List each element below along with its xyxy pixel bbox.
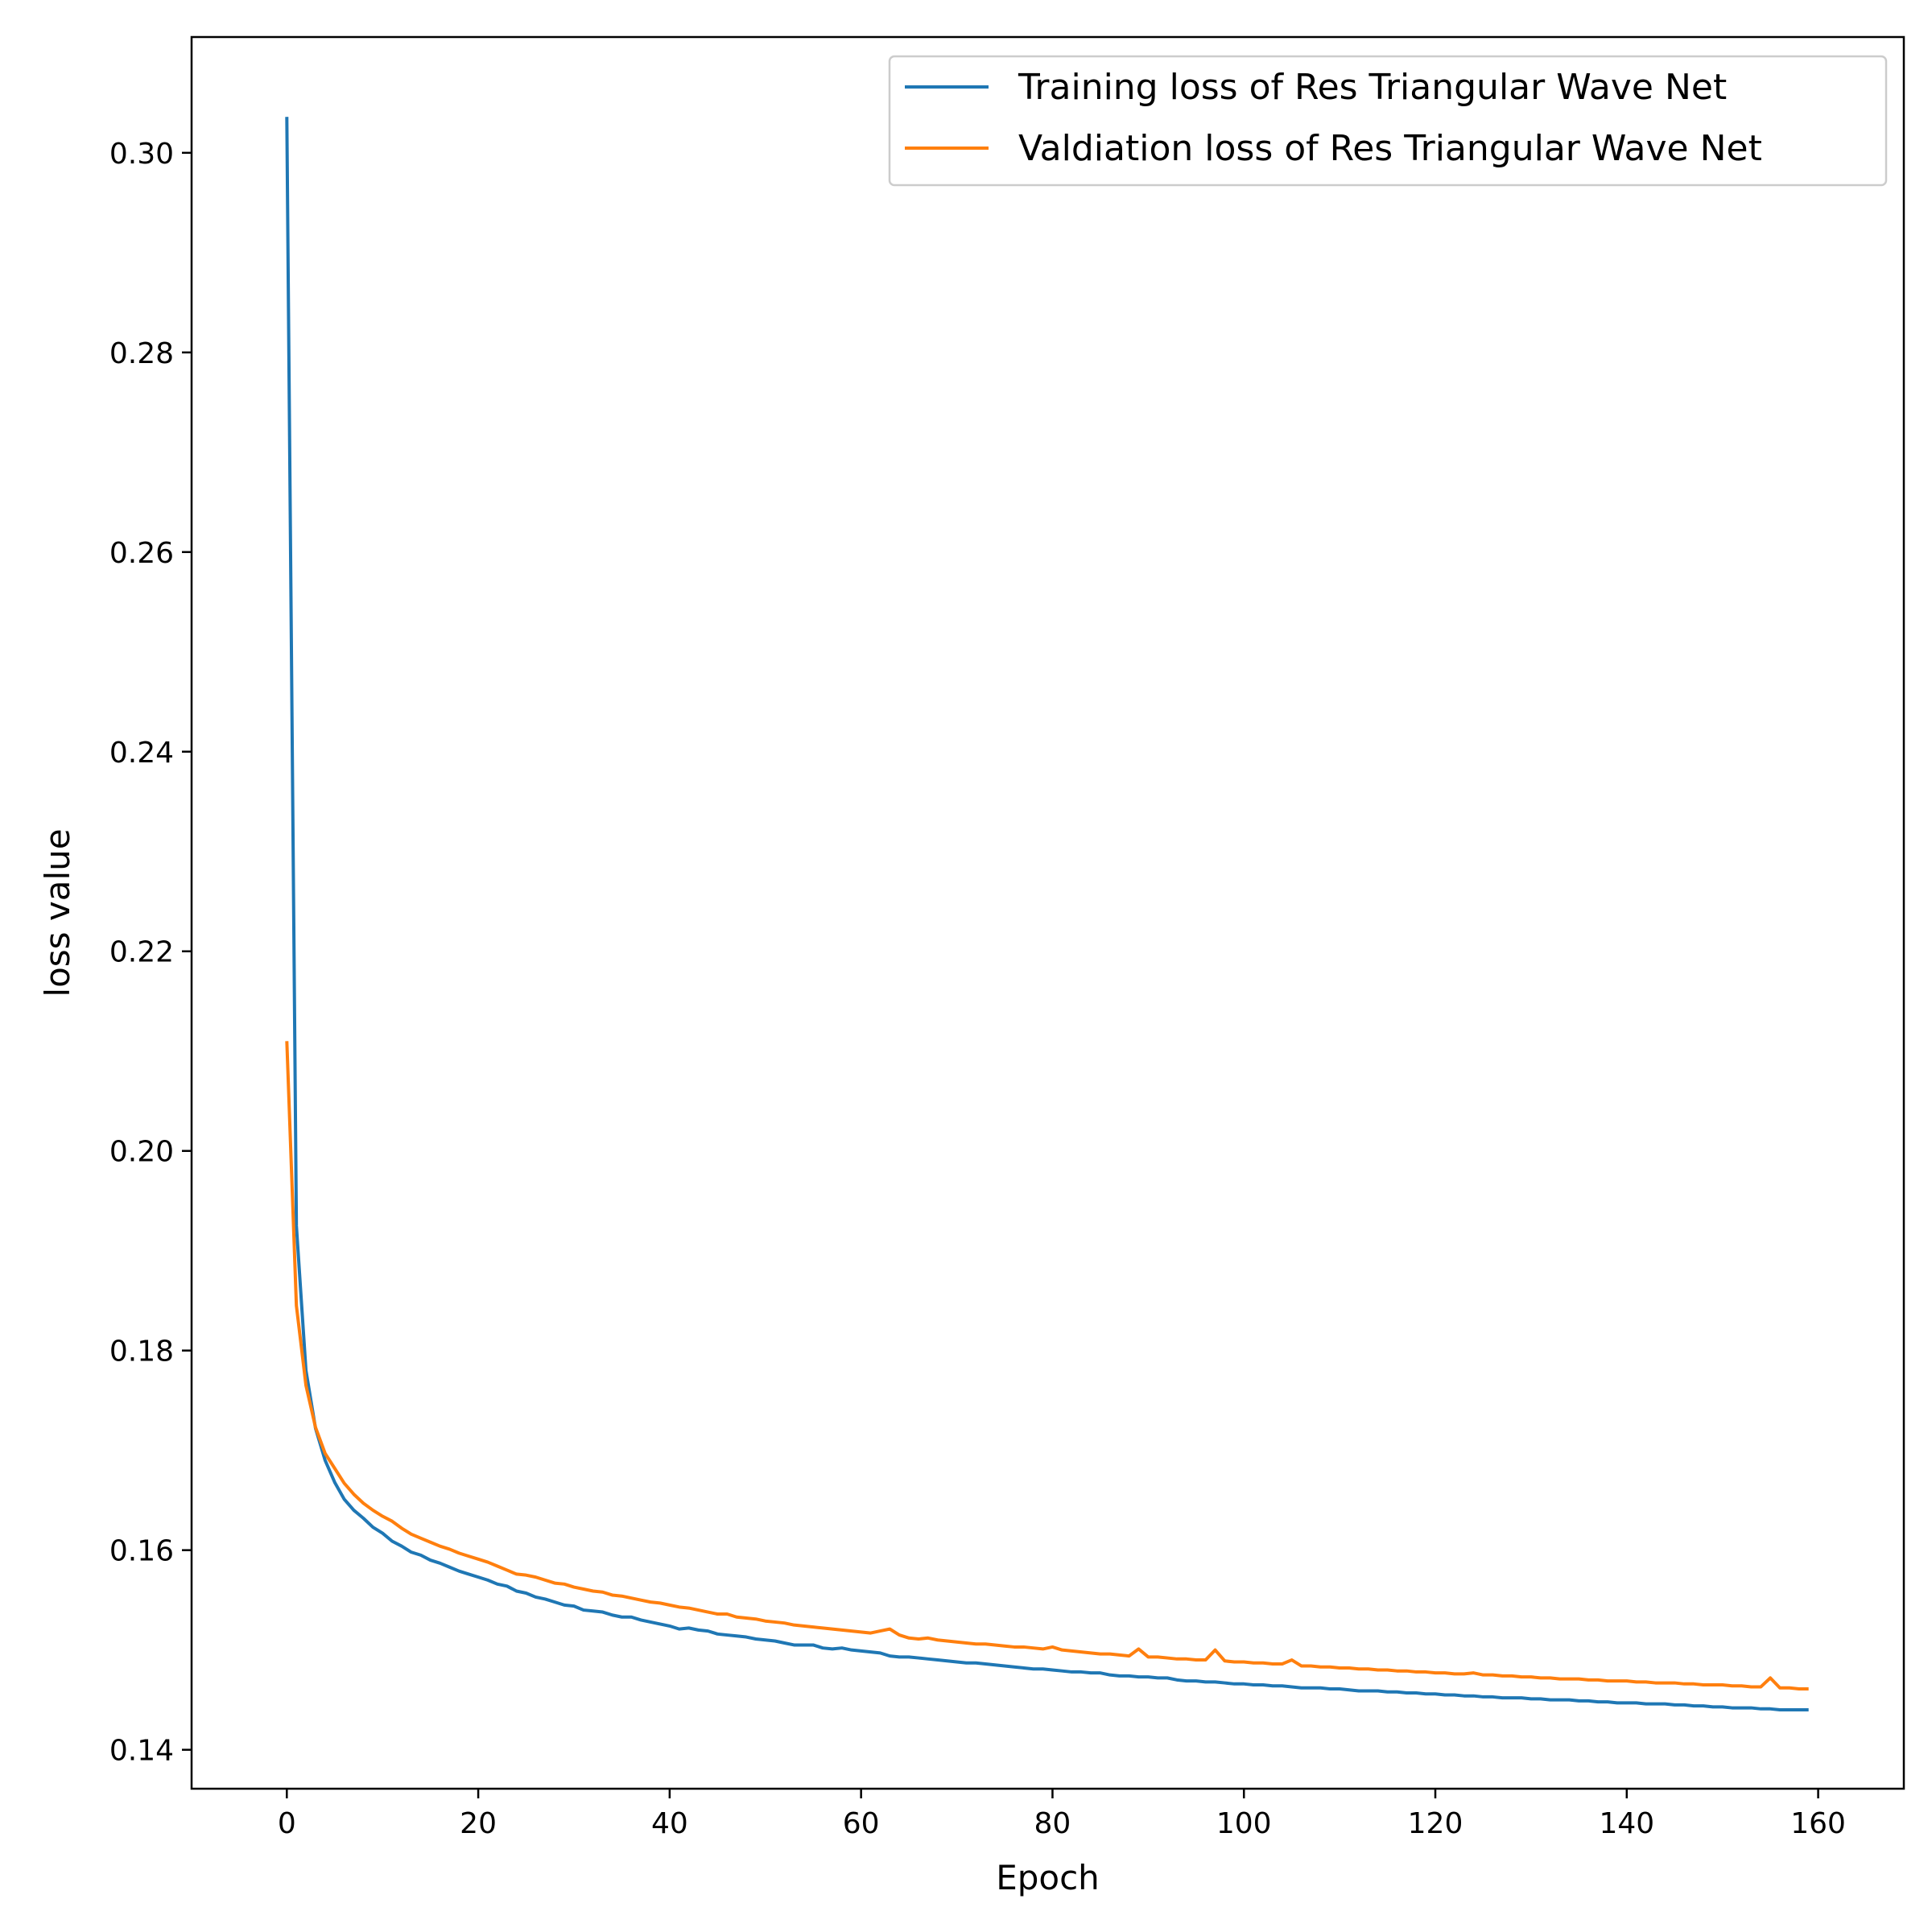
y-tick-label: 0.16 [109, 1535, 174, 1568]
y-tick-label: 0.24 [109, 737, 174, 770]
x-tick-label: 40 [651, 1807, 688, 1840]
x-axis-label: Epoch [996, 1858, 1100, 1897]
y-tick-label: 0.26 [109, 537, 174, 570]
x-tick-label: 140 [1599, 1807, 1654, 1840]
plot-frame [190, 35, 1905, 1790]
y-tick-label: 0.18 [109, 1335, 174, 1368]
x-tick-label: 20 [460, 1807, 497, 1840]
y-axis-label: loss value [38, 828, 77, 997]
x-tick-label: 120 [1408, 1807, 1463, 1840]
y-tick-label: 0.30 [109, 138, 174, 171]
legend-label-validation: Valdiation loss of Res Triangular Wave N… [1018, 128, 1762, 169]
y-tick-label: 0.28 [109, 337, 174, 370]
series-layer [285, 117, 1809, 1712]
x-tick-label: 0 [278, 1807, 296, 1840]
x-tick-label: 160 [1790, 1807, 1846, 1840]
y-tick-label: 0.20 [109, 1136, 174, 1169]
legend: Training loss of Res Triangular Wave Net… [888, 55, 1888, 187]
y-tick-label: 0.22 [109, 936, 174, 969]
x-tick-label: 80 [1034, 1807, 1071, 1840]
y-tick-label: 0.14 [109, 1735, 174, 1768]
series-line-validation [285, 1041, 1809, 1691]
y-axis-ticks: 0.14 0.16 0.18 0.20 0.22 0.24 0.26 0.28 0.30 [109, 138, 192, 1768]
x-tick-label: 100 [1216, 1807, 1272, 1840]
series-line-training [285, 117, 1809, 1712]
x-tick-label: 60 [843, 1807, 880, 1840]
legend-box [888, 55, 1888, 187]
legend-label-training: Training loss of Res Triangular Wave Net [1018, 67, 1727, 108]
x-axis-ticks: 0 20 40 60 80 100 120 140 160 [278, 1789, 1846, 1840]
